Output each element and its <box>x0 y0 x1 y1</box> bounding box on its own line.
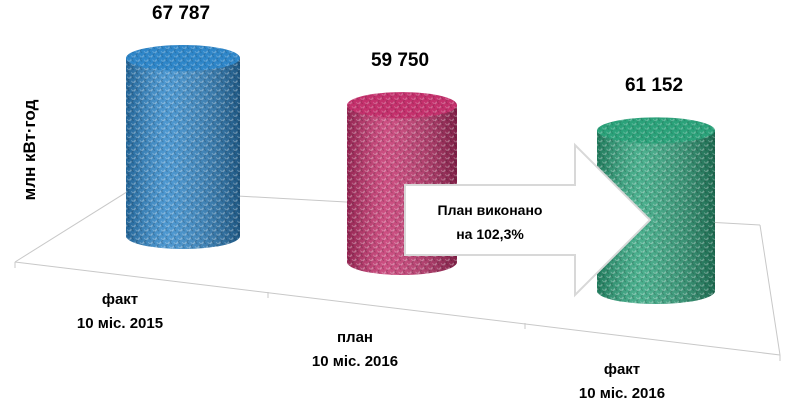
bar-texture <box>597 130 715 304</box>
x-tick-label: факт 10 міс. 2015 <box>76 291 164 332</box>
value-label: 67 787 <box>151 3 211 24</box>
annotation: План виконано на 102,3% <box>437 202 543 242</box>
value-label: 59 750 <box>370 50 430 72</box>
value-label: 61 152 <box>624 75 684 97</box>
bar-top-texture <box>597 117 715 144</box>
bars <box>126 45 715 304</box>
x-tick-label: факт 10 міс. 2016 <box>578 361 666 402</box>
x-tick-label: план 10 міс. 2016 <box>311 329 399 370</box>
y-axis-label: млн кВт·год <box>20 99 39 201</box>
bar-texture <box>126 58 240 249</box>
bar-top-texture <box>347 92 457 119</box>
bar-top-texture <box>126 45 240 71</box>
arrow <box>404 142 652 298</box>
